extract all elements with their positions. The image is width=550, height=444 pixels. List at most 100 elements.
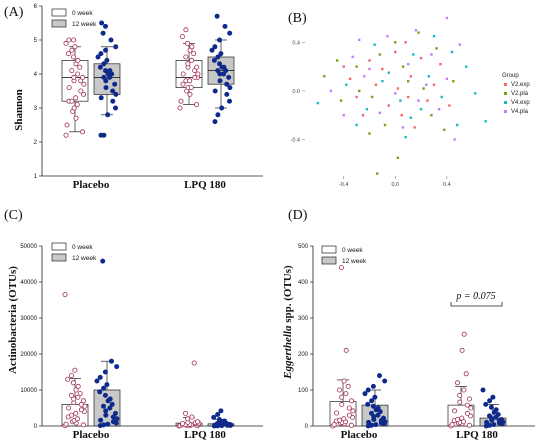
panel-c-label: (C): [4, 208, 23, 223]
data-point-week12: [226, 74, 232, 80]
point-v4-exp: [465, 65, 468, 68]
data-point-week0: [192, 74, 198, 80]
point-v4-pla: [363, 75, 366, 78]
data-point-week0: [64, 122, 70, 128]
data-point-week0: [452, 408, 458, 414]
point-v4-pla: [368, 67, 371, 71]
data-point-week0: [189, 57, 195, 63]
panel-c-category-placebo: Placebo: [73, 429, 110, 441]
point-v2-pla: [370, 95, 374, 99]
data-point-week12: [498, 416, 504, 422]
data-point-week12: [215, 54, 221, 60]
data-point-week0: [71, 37, 77, 43]
data-point-week0: [69, 373, 75, 379]
data-point-week0: [345, 383, 351, 389]
y-tick-label: 30000: [20, 316, 37, 322]
data-point-week0: [182, 410, 188, 416]
panel-a-marks: [61, 13, 235, 138]
data-point-week0: [191, 51, 197, 57]
panel-b-points: [316, 16, 487, 175]
panel-b-ticks: -0.4 -0.4 0.0 0.0 0.4 0.4: [291, 40, 451, 188]
bar-week12-placebo: [93, 258, 121, 429]
data-point-week12: [103, 408, 109, 414]
data-point-week0: [343, 391, 349, 397]
data-point-week12: [103, 412, 109, 418]
data-point-week0: [339, 394, 345, 400]
legend-marker-v2-pla: [504, 92, 507, 95]
data-point-week12: [101, 385, 107, 391]
data-point-week0: [70, 380, 76, 386]
data-point-week12: [101, 74, 107, 80]
data-point-week12: [97, 374, 103, 380]
point-v2-exp: [342, 65, 345, 68]
legend-label-week12: 12 week: [342, 258, 367, 265]
data-point-week12: [94, 378, 100, 384]
data-point-week0: [187, 78, 193, 84]
legend-label-week0: 0 week: [72, 10, 93, 17]
data-point-week0: [466, 396, 472, 402]
data-point-week12: [376, 373, 382, 379]
point-v4-pla: [445, 16, 449, 20]
panel-a-y-ticks: 1 2 3 4 5 6: [34, 4, 42, 180]
panel-d-significance: p = 0.075: [450, 291, 503, 307]
data-point-week12: [377, 409, 383, 415]
point-v2-exp: [400, 114, 403, 117]
point-v2-pla: [452, 80, 455, 83]
data-point-week0: [463, 371, 469, 377]
point-v4-pla: [386, 35, 389, 38]
data-point-week12: [487, 398, 493, 404]
point-v2-pla: [422, 87, 425, 90]
data-point-week12: [369, 398, 375, 404]
data-point-week12: [101, 403, 107, 409]
point-v2-exp: [394, 50, 397, 54]
legend-label-week0: 0 week: [342, 247, 363, 254]
panel-a-label: (A): [4, 5, 24, 20]
data-point-week12: [368, 410, 374, 416]
data-point-week0: [346, 405, 352, 411]
y-tick-label: 400: [298, 280, 309, 286]
data-point-week0: [75, 383, 81, 389]
point-v4-pla: [394, 92, 397, 95]
data-point-week12: [112, 81, 118, 87]
panel-c-category-lpq180: LPQ 180: [184, 429, 226, 441]
data-point-week12: [98, 51, 104, 57]
data-point-week12: [104, 57, 110, 63]
data-point-week12: [108, 37, 114, 43]
data-point-week0: [337, 417, 343, 423]
point-v4-pla: [437, 108, 441, 111]
data-point-week0: [459, 347, 465, 353]
data-point-week0: [343, 347, 349, 353]
data-point-week12: [224, 81, 230, 87]
point-v2-exp: [419, 56, 423, 60]
legend-swatch-week12: [51, 19, 67, 28]
data-point-week0: [331, 422, 337, 428]
panel-d-axes: [312, 246, 535, 427]
y-tick-label: 200: [298, 352, 309, 358]
data-point-week0: [346, 412, 352, 418]
data-point-week12: [95, 54, 101, 60]
data-point-week12: [218, 408, 224, 414]
panel-d-y-axis-title: Eggerthella spp. (OTUs): [282, 265, 294, 380]
panel-b-label: (B): [288, 11, 307, 26]
data-point-week12: [107, 405, 113, 411]
point-v2-pla: [376, 172, 379, 175]
data-point-week0: [72, 44, 78, 50]
data-point-week0: [187, 91, 193, 97]
data-point-week0: [341, 378, 347, 384]
data-point-week12: [107, 396, 113, 402]
data-point-week12: [114, 364, 120, 370]
legend-label-v2-pla: V2.pla: [511, 91, 529, 97]
data-point-week0: [74, 102, 80, 108]
data-point-week12: [215, 68, 221, 74]
data-point-week0: [191, 360, 197, 366]
data-point-week12: [226, 98, 232, 104]
point-v2-exp: [348, 77, 352, 80]
panel-b-legend: Group V2.exp V2.pla V4.exp V4.pla: [502, 73, 530, 115]
y-tick-label: 20000: [20, 352, 37, 358]
data-point-week12: [97, 64, 103, 70]
data-point-week0: [348, 422, 354, 428]
panel-d-category-lpq180: LPQ 180: [456, 429, 498, 441]
data-point-week12: [102, 369, 108, 375]
y-tick-label: 2: [34, 140, 38, 146]
